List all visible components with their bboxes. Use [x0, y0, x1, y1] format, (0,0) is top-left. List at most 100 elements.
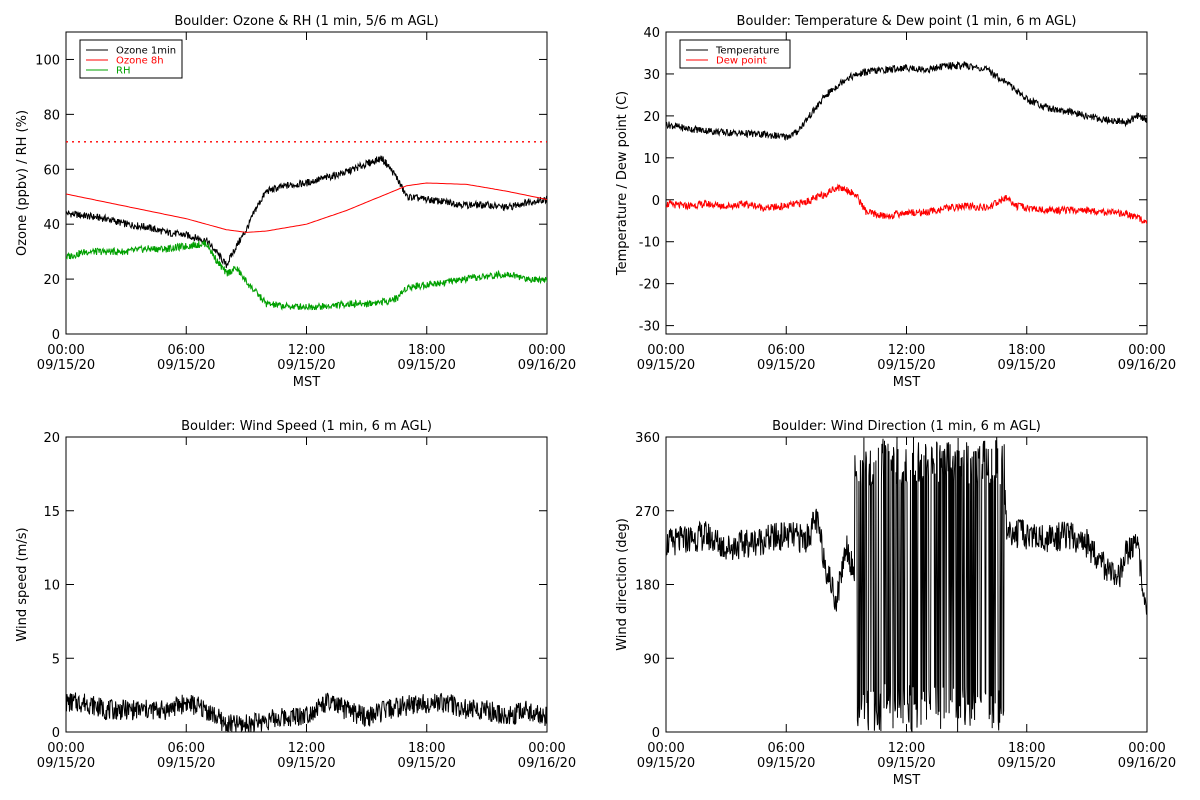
y-tick-label: 20	[43, 273, 60, 288]
x-tick-date: 09/15/20	[877, 756, 935, 771]
x-axis-label: MST	[893, 375, 920, 390]
chart-title: Boulder: Ozone & RH (1 min, 5/6 m AGL)	[174, 14, 438, 29]
legend-box	[79, 39, 183, 79]
plot-area	[66, 692, 547, 732]
x-tick-time: 00:00	[528, 741, 565, 756]
x-tick-time: 06:00	[768, 741, 805, 756]
x-tick-time: 18:00	[408, 741, 445, 756]
y-axis-label: Ozone (ppbv) / RH (%)	[15, 110, 30, 256]
chart-panel-2: Boulder: Temperature & Dew point (1 min,…	[615, 14, 1176, 390]
x-tick-time: 00:00	[528, 343, 565, 358]
y-tick-label: 0	[52, 726, 60, 741]
x-tick-date: 09/15/20	[157, 358, 215, 373]
y-tick-label: -30	[639, 320, 660, 335]
x-tick-time: 18:00	[1008, 741, 1045, 756]
y-tick-label: 30	[643, 68, 660, 83]
x-tick-time: 12:00	[288, 741, 325, 756]
x-tick-date: 09/16/20	[518, 756, 576, 771]
y-tick-label: -20	[639, 278, 660, 293]
y-tick-label: 15	[43, 505, 60, 520]
series-line-data	[66, 692, 547, 732]
plot-area	[666, 61, 1147, 225]
y-tick-label: 20	[643, 110, 660, 125]
x-tick-time: 00:00	[1128, 343, 1165, 358]
x-tick-date: 09/15/20	[998, 756, 1056, 771]
chart-panel-4: Boulder: Wind Direction (1 min, 6 m AGL)…	[615, 419, 1176, 788]
y-tick-label: 40	[643, 26, 660, 41]
x-tick-time: 00:00	[647, 343, 684, 358]
x-tick-time: 00:00	[47, 343, 84, 358]
plot-frame	[65, 436, 548, 733]
x-tick-time: 06:00	[168, 343, 205, 358]
series-line-ozone-8h	[66, 182, 547, 233]
y-tick-label: 80	[43, 108, 60, 123]
y-tick-label: 20	[43, 431, 60, 446]
plot-frame	[665, 31, 1148, 335]
x-tick-date: 09/15/20	[637, 358, 695, 373]
y-tick-label: 10	[43, 579, 60, 594]
x-tick-date: 09/15/20	[998, 358, 1056, 373]
x-tick-date: 09/15/20	[37, 756, 95, 771]
series-line-temperature	[666, 61, 1147, 141]
x-tick-time: 18:00	[1008, 343, 1045, 358]
y-axis-label: Wind speed (m/s)	[15, 527, 30, 641]
x-tick-time: 06:00	[168, 741, 205, 756]
chart-title: Boulder: Temperature & Dew point (1 min,…	[737, 14, 1077, 29]
legend-label: Temperature	[715, 46, 779, 57]
y-axis-label: Temperature / Dew point (C)	[615, 91, 630, 276]
legend-label: Ozone 8h	[116, 56, 164, 67]
y-tick-label: 0	[652, 726, 660, 741]
x-tick-date: 09/15/20	[157, 756, 215, 771]
y-tick-label: 40	[43, 218, 60, 233]
y-tick-label: 5	[52, 652, 60, 667]
chart-panel-3: Boulder: Wind Speed (1 min, 6 m AGL) 0 5 10…	[15, 419, 576, 771]
legend-box	[679, 39, 791, 69]
series-line-ozone-1min	[66, 155, 547, 269]
x-tick-time: 12:00	[888, 343, 925, 358]
x-tick-time: 12:00	[888, 741, 925, 756]
y-tick-label: 180	[635, 579, 660, 594]
x-tick-date: 09/15/20	[877, 358, 935, 373]
plot-area	[666, 437, 1147, 732]
legend-label: Dew point	[716, 56, 767, 67]
x-tick-time: 00:00	[647, 741, 684, 756]
x-tick-date: 09/15/20	[277, 756, 335, 771]
series-line-dew-point	[666, 183, 1147, 225]
x-tick-time: 00:00	[47, 741, 84, 756]
x-axis-label: MST	[293, 375, 320, 390]
chart-panel-1: Boulder: Ozone & RH (1 min, 5/6 m AGL) 0 2…	[15, 14, 576, 390]
chart-title: Boulder: Wind Speed (1 min, 6 m AGL)	[181, 419, 432, 434]
plot-area	[66, 155, 547, 311]
y-tick-label: 270	[635, 505, 660, 520]
x-tick-date: 09/15/20	[757, 358, 815, 373]
x-tick-date: 09/16/20	[518, 358, 576, 373]
chart-title: Boulder: Wind Direction (1 min, 6 m AGL)	[772, 419, 1041, 434]
y-tick-label: 360	[635, 431, 660, 446]
x-tick-date: 09/16/20	[1118, 756, 1176, 771]
x-tick-date: 09/15/20	[757, 756, 815, 771]
y-axis-label: Wind direction (deg)	[615, 518, 630, 651]
x-tick-date: 09/15/20	[398, 358, 456, 373]
legend-label: Ozone 1min	[116, 46, 176, 57]
x-tick-date: 09/15/20	[398, 756, 456, 771]
y-tick-label: 100	[35, 53, 60, 68]
x-tick-time: 06:00	[768, 343, 805, 358]
y-tick-label: 0	[52, 328, 60, 343]
x-tick-date: 09/15/20	[637, 756, 695, 771]
x-axis-label: MST	[893, 773, 920, 788]
y-tick-label: 60	[43, 163, 60, 178]
y-tick-label: 0	[652, 194, 660, 209]
x-tick-date: 09/15/20	[37, 358, 95, 373]
x-tick-date: 09/16/20	[1118, 358, 1176, 373]
legend-label: RH	[116, 66, 130, 77]
x-tick-time: 00:00	[1128, 741, 1165, 756]
y-tick-label: 90	[643, 652, 660, 667]
y-tick-label: -10	[639, 236, 660, 251]
x-tick-time: 18:00	[408, 343, 445, 358]
x-tick-time: 12:00	[288, 343, 325, 358]
series-line-data	[666, 437, 1147, 732]
series-line-rh	[66, 240, 547, 311]
y-tick-label: 10	[643, 152, 660, 167]
x-tick-date: 09/15/20	[277, 358, 335, 373]
